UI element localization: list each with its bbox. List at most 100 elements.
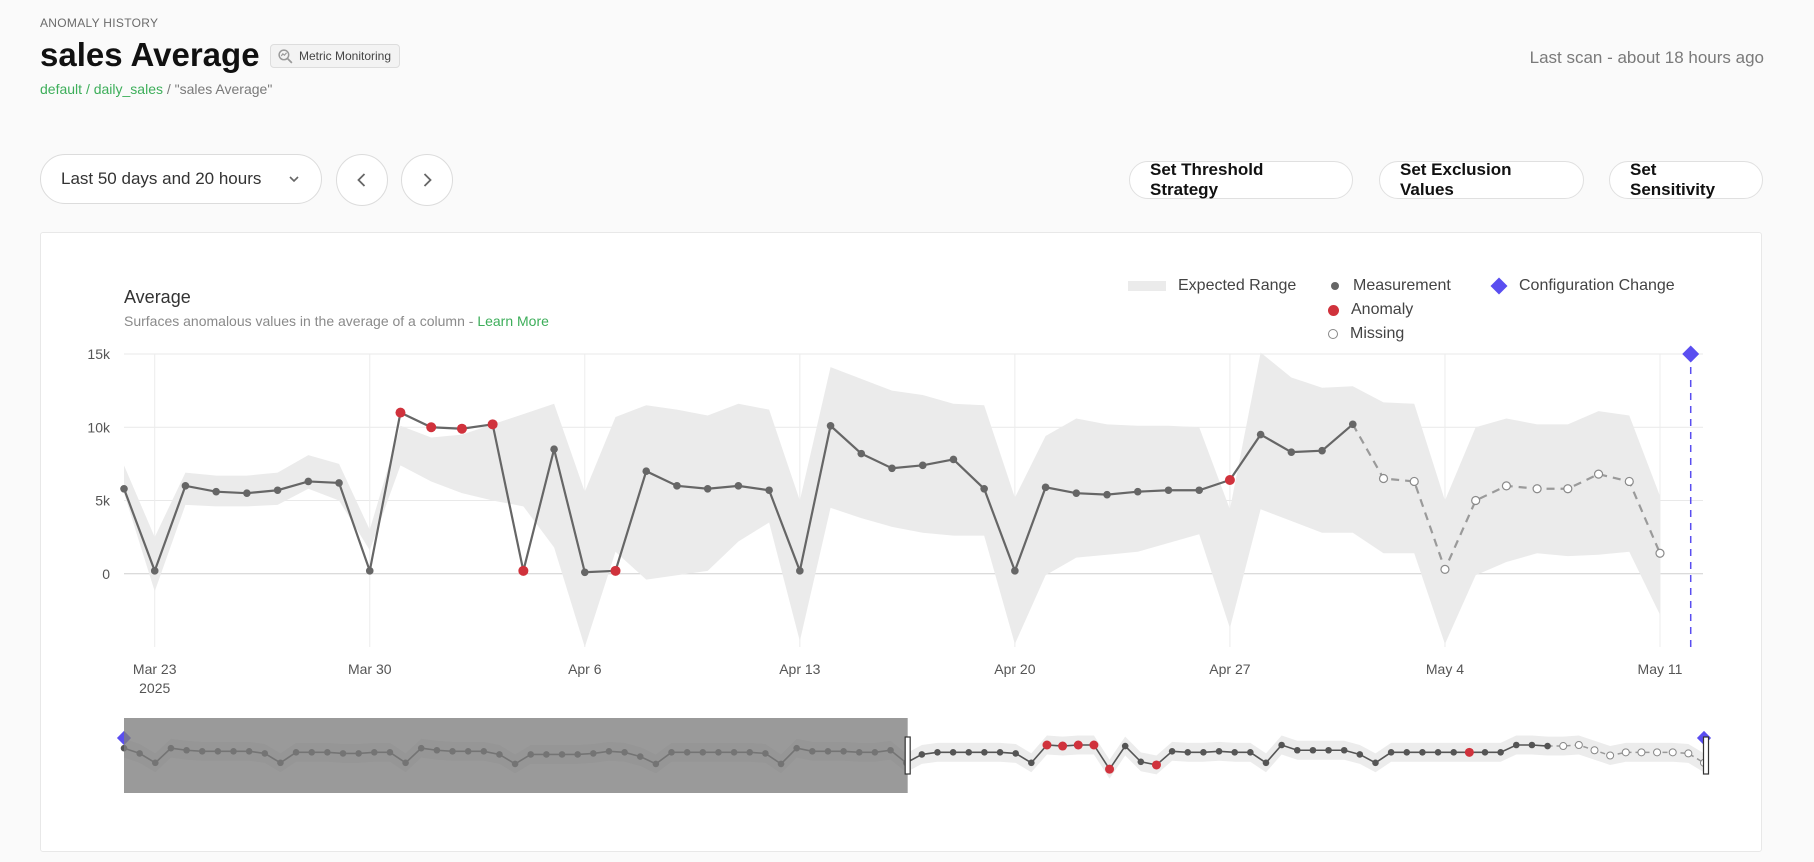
- overview-anomaly-point: [1089, 740, 1099, 750]
- breadcrumb: default / daily_sales / "sales Average": [40, 81, 272, 97]
- overview-point: [1184, 749, 1192, 756]
- measurement-point: [181, 482, 190, 490]
- overview-point: [996, 749, 1004, 756]
- overview-anomaly-point: [1058, 741, 1068, 751]
- anomaly-point: [1224, 474, 1235, 485]
- overview-point: [1340, 746, 1348, 754]
- measurement-point: [1256, 430, 1265, 439]
- breadcrumb-separator: /: [85, 81, 90, 97]
- chevron-right-icon: [423, 173, 432, 187]
- anomaly-point: [610, 565, 621, 576]
- overview-point: [1168, 748, 1176, 755]
- x-tick-label: Mar 30: [348, 661, 392, 677]
- config-change-marker: [1682, 345, 1700, 363]
- measurement-point: [1103, 490, 1111, 499]
- anomaly-point: [426, 422, 437, 433]
- measurement-point: [796, 567, 804, 575]
- measurement-point: [1318, 446, 1326, 455]
- measurement-point: [980, 484, 988, 493]
- breadcrumb-db[interactable]: default: [40, 81, 83, 97]
- overview-point: [1387, 749, 1395, 756]
- overview-anomaly-point: [1073, 740, 1083, 750]
- measurement-point: [580, 568, 589, 577]
- measurement-point: [703, 484, 712, 493]
- missing-point: [1378, 473, 1389, 484]
- overview-point: [1419, 749, 1426, 756]
- time-range-select[interactable]: Last 50 days and 20 hours: [40, 154, 322, 204]
- set-threshold-strategy-button[interactable]: Set Threshold Strategy: [1129, 160, 1353, 199]
- missing-point: [1532, 484, 1542, 494]
- overview-point: [1309, 746, 1317, 754]
- x-tick-label: Apr 20: [994, 661, 1035, 677]
- set-exclusion-values-button[interactable]: Set Exclusion Values: [1379, 160, 1584, 199]
- missing-point: [1593, 469, 1604, 479]
- measurement-point: [273, 486, 282, 495]
- measurement-point: [1348, 420, 1357, 429]
- overview-point: [1544, 742, 1551, 750]
- overview-point: [918, 751, 926, 758]
- badge-label: Metric Monitoring: [299, 49, 392, 63]
- set-sensitivity-button[interactable]: Set Sensitivity: [1609, 160, 1763, 199]
- measurement-point: [949, 455, 958, 464]
- overview-missing-point: [1668, 748, 1677, 757]
- chevron-left-icon: [357, 173, 366, 187]
- measurement-point: [888, 464, 896, 473]
- measurement-point: [642, 467, 651, 476]
- x-tick-label: Apr 13: [779, 661, 820, 677]
- brush-handle-right[interactable]: [1702, 736, 1710, 775]
- brush-handle-left[interactable]: [904, 736, 911, 775]
- metric-monitoring-badge[interactable]: Metric Monitoring: [270, 44, 401, 68]
- x-tick-label: Mar 23: [133, 661, 177, 677]
- legend-expected-range-label: Expected Range: [1178, 277, 1297, 294]
- overview-point: [981, 749, 988, 756]
- y-tick-label: 5k: [95, 493, 111, 509]
- measurement-point: [1011, 567, 1019, 575]
- breadcrumb-current: / "sales Average": [162, 81, 273, 97]
- measurement-point: [673, 482, 681, 490]
- measurement-point: [857, 449, 866, 458]
- missing-point: [1655, 548, 1665, 558]
- legend-anomaly[interactable]: Anomaly: [1328, 301, 1413, 319]
- overview-anomaly-point: [1042, 740, 1052, 750]
- overview-point: [1278, 741, 1285, 749]
- measurement-point: [335, 479, 343, 487]
- measurement-point: [212, 487, 220, 496]
- legend-missing-label: Missing: [1350, 325, 1405, 342]
- overview-point: [1450, 749, 1458, 756]
- previous-range-button[interactable]: [336, 154, 388, 206]
- overview-missing-point: [1590, 746, 1599, 755]
- overview-missing-point: [1559, 742, 1568, 751]
- legend-configuration-change[interactable]: Configuration Change: [1490, 277, 1675, 295]
- measurement-point: [550, 445, 558, 454]
- legend-expected-range[interactable]: Expected Range: [1128, 277, 1296, 295]
- overview-point: [1325, 746, 1332, 754]
- breadcrumb-table[interactable]: daily_sales: [93, 81, 163, 97]
- y-tick-label: 10k: [87, 419, 111, 435]
- x-tick-label: Apr 6: [568, 661, 602, 677]
- legend-missing[interactable]: Missing: [1328, 325, 1404, 343]
- overview-point: [1512, 741, 1520, 749]
- overview-point: [1372, 759, 1379, 767]
- chart-subtitle-text: Surfaces anomalous values in the average…: [124, 313, 478, 329]
- overview-missing-point: [1653, 748, 1662, 757]
- overview-point: [1012, 750, 1019, 757]
- x-tick-sublabel: 2025: [139, 680, 170, 696]
- brush-selection[interactable]: [124, 718, 908, 793]
- learn-more-link[interactable]: Learn More: [477, 313, 549, 329]
- measurement-point: [120, 484, 128, 493]
- overview-point: [1434, 749, 1442, 756]
- overview-missing-point: [1621, 748, 1630, 757]
- overview-missing-point: [1684, 749, 1693, 758]
- measurement-point: [734, 482, 743, 490]
- overview-point: [1481, 749, 1489, 756]
- measurement-point: [1195, 486, 1203, 495]
- measurement-point: [918, 461, 927, 470]
- legend-measurement[interactable]: Measurement: [1329, 277, 1451, 295]
- measurement-point: [1041, 483, 1050, 492]
- overview-anomaly-point: [1464, 747, 1474, 757]
- x-tick-label: May 4: [1426, 661, 1464, 677]
- overview-point: [1262, 759, 1270, 767]
- anomaly-point: [518, 565, 529, 576]
- next-range-button[interactable]: [401, 154, 453, 206]
